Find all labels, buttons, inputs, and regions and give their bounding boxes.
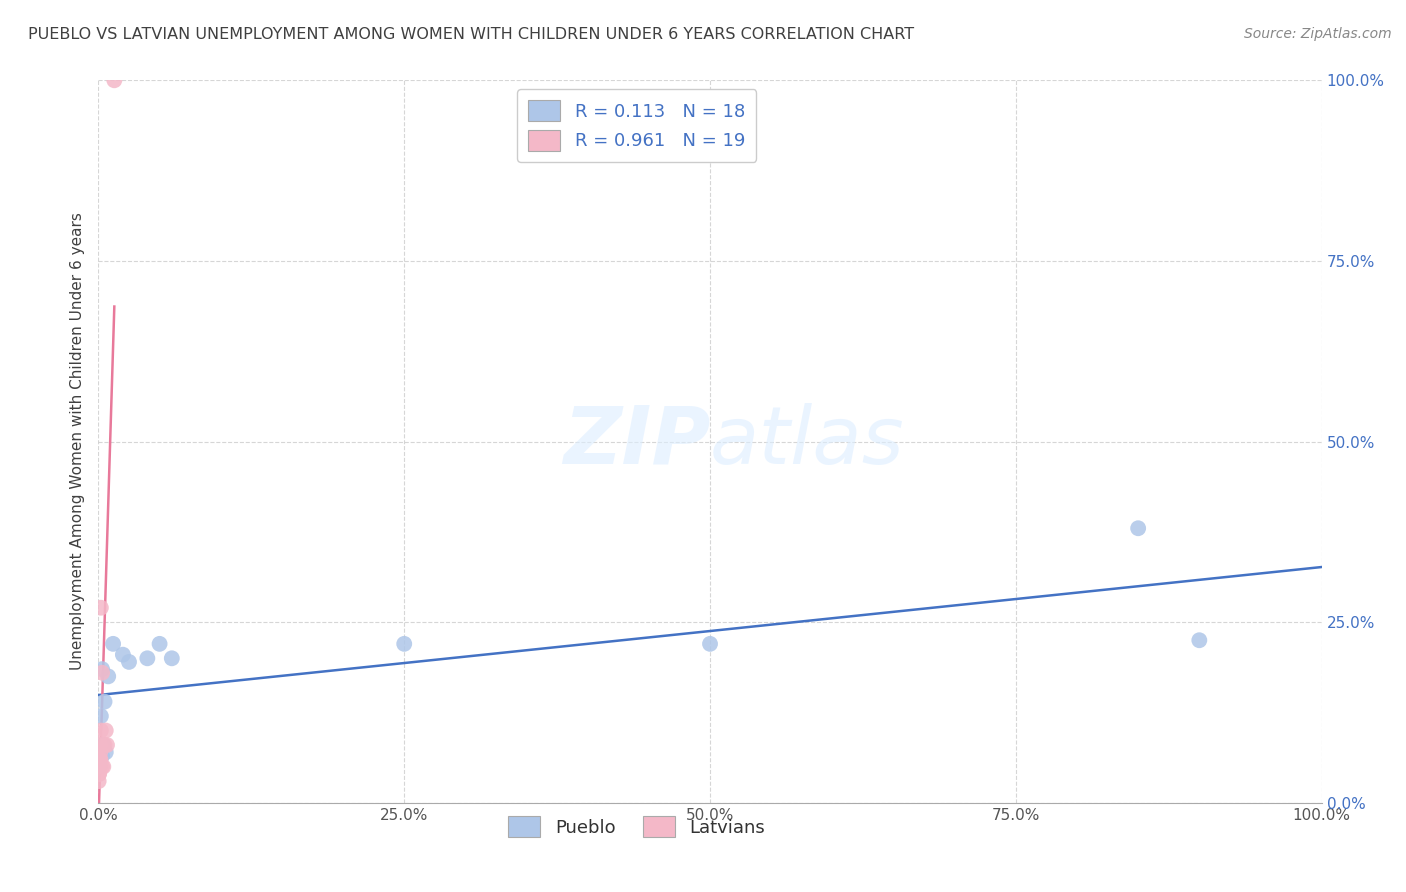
Point [89,767,111,781]
Legend: Pueblo, Latvians: Pueblo, Latvians [501,809,772,845]
Point [1128,521,1150,535]
Text: ZIP: ZIP [562,402,710,481]
Point [87,774,110,789]
Point [94,723,117,738]
Point [91,662,114,676]
Text: atlas: atlas [710,402,905,481]
Point [91,665,114,680]
Point [89,745,111,759]
Point [1188,633,1211,648]
Point [90,723,112,738]
Point [89,752,111,766]
Point [91,760,114,774]
Point [103,73,125,87]
Point [97,669,120,683]
Point [89,738,111,752]
Point [87,760,110,774]
Point [111,648,134,662]
Point [89,760,111,774]
Point [91,738,114,752]
Point [149,637,172,651]
Point [392,637,416,651]
Point [89,760,111,774]
Point [90,600,112,615]
Point [118,655,141,669]
Point [91,748,114,763]
Point [90,709,112,723]
Point [89,752,111,766]
Point [96,738,118,752]
Point [94,745,117,759]
Text: Source: ZipAtlas.com: Source: ZipAtlas.com [1244,27,1392,41]
Point [89,752,111,766]
Text: PUEBLO VS LATVIAN UNEMPLOYMENT AMONG WOMEN WITH CHILDREN UNDER 6 YEARS CORRELATI: PUEBLO VS LATVIAN UNEMPLOYMENT AMONG WOM… [28,27,914,42]
Y-axis label: Unemployment Among Women with Children Under 6 years: Unemployment Among Women with Children U… [69,212,84,671]
Point [93,738,115,752]
Point [93,695,115,709]
Point [136,651,159,665]
Point [101,637,124,651]
Point [91,760,114,774]
Point [160,651,183,665]
Point [699,637,721,651]
Point [87,767,110,781]
